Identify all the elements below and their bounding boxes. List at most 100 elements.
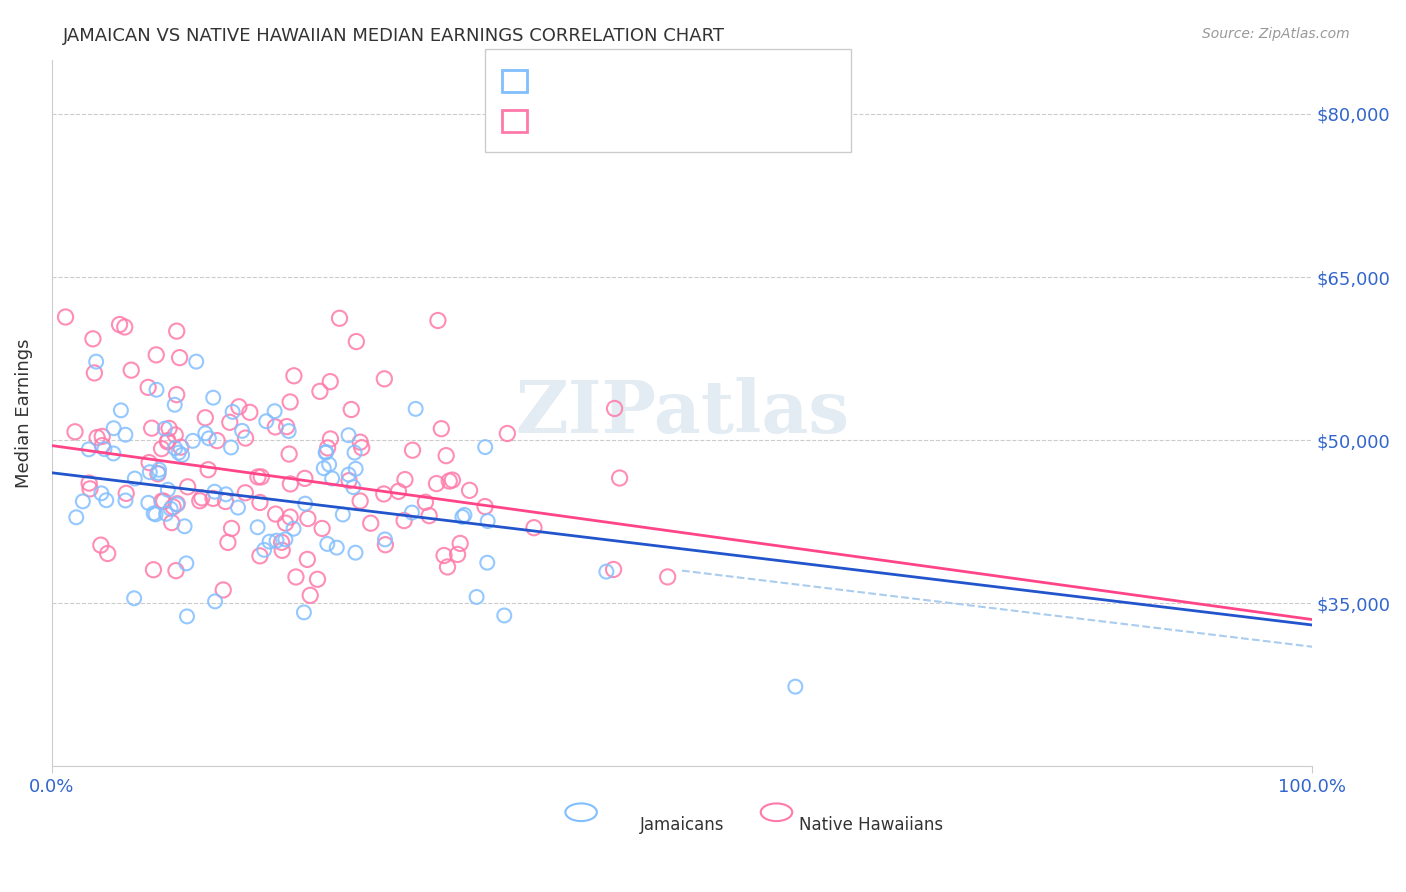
Point bbox=[110, 403, 132, 417]
Point bbox=[163, 398, 186, 412]
Point bbox=[449, 536, 471, 550]
Point bbox=[250, 470, 273, 484]
Point bbox=[392, 514, 415, 528]
Point bbox=[350, 441, 373, 455]
Point bbox=[477, 556, 499, 570]
Point bbox=[93, 442, 115, 456]
Point bbox=[204, 484, 226, 499]
Point bbox=[340, 402, 363, 417]
Point bbox=[212, 582, 235, 597]
Point bbox=[103, 446, 125, 460]
Point bbox=[142, 507, 165, 521]
Point bbox=[120, 363, 142, 377]
Point bbox=[318, 458, 340, 472]
Point bbox=[458, 483, 481, 498]
Point bbox=[785, 680, 807, 694]
Point bbox=[453, 508, 475, 522]
Point bbox=[374, 538, 396, 552]
Text: N = 113: N = 113 bbox=[692, 107, 766, 125]
Point bbox=[316, 537, 339, 551]
Point bbox=[280, 477, 302, 491]
Point bbox=[259, 534, 281, 549]
Point bbox=[96, 493, 118, 508]
Point bbox=[374, 533, 396, 547]
Point bbox=[292, 606, 315, 620]
Point bbox=[142, 563, 165, 577]
Point bbox=[114, 320, 136, 334]
Point bbox=[108, 318, 131, 332]
Point bbox=[401, 506, 423, 520]
Point bbox=[138, 456, 160, 470]
Point bbox=[277, 424, 299, 438]
Point bbox=[72, 494, 94, 508]
Point bbox=[141, 421, 163, 435]
Point bbox=[271, 543, 294, 558]
Point bbox=[496, 426, 519, 441]
Text: N =  82: N = 82 bbox=[692, 67, 759, 85]
Text: Jamaicans: Jamaicans bbox=[640, 816, 724, 834]
Point bbox=[439, 474, 461, 488]
Point bbox=[226, 500, 249, 515]
Point bbox=[297, 511, 319, 525]
Point bbox=[186, 354, 208, 368]
Point bbox=[434, 449, 457, 463]
Point bbox=[160, 516, 183, 530]
Y-axis label: Median Earnings: Median Earnings bbox=[15, 338, 32, 488]
Point bbox=[373, 487, 395, 501]
Point bbox=[523, 521, 546, 535]
Point bbox=[145, 508, 167, 522]
Point bbox=[146, 467, 169, 481]
Point bbox=[114, 427, 136, 442]
Point bbox=[215, 487, 238, 501]
Point bbox=[150, 494, 173, 508]
Point bbox=[264, 507, 287, 521]
Point bbox=[166, 387, 188, 401]
Point bbox=[233, 485, 256, 500]
Point bbox=[657, 570, 679, 584]
Point bbox=[433, 549, 456, 563]
Point bbox=[441, 473, 464, 487]
Point bbox=[603, 401, 626, 416]
Point bbox=[342, 480, 364, 494]
Text: Source: ZipAtlas.com: Source: ZipAtlas.com bbox=[1202, 27, 1350, 41]
Point bbox=[328, 311, 350, 326]
Point bbox=[349, 435, 371, 450]
Point bbox=[426, 313, 449, 327]
Point bbox=[246, 470, 269, 484]
Point bbox=[176, 480, 198, 494]
Point bbox=[148, 463, 170, 477]
Point bbox=[165, 564, 187, 578]
Point bbox=[166, 497, 188, 511]
Point bbox=[249, 549, 271, 563]
Point bbox=[170, 440, 193, 454]
Point bbox=[307, 572, 329, 586]
Point bbox=[136, 380, 159, 394]
Point bbox=[418, 508, 440, 523]
Point bbox=[139, 465, 162, 479]
Point bbox=[451, 510, 474, 524]
Point bbox=[176, 557, 198, 571]
Point bbox=[315, 445, 337, 459]
Point bbox=[194, 426, 217, 441]
Point bbox=[169, 351, 191, 365]
Point bbox=[84, 354, 107, 368]
Point bbox=[283, 368, 305, 383]
Point bbox=[278, 447, 301, 461]
Point bbox=[191, 491, 214, 505]
Point bbox=[90, 538, 112, 552]
Point bbox=[319, 432, 342, 446]
Point bbox=[231, 424, 253, 438]
Point bbox=[77, 476, 100, 491]
Point bbox=[283, 522, 305, 536]
Point bbox=[166, 324, 188, 338]
Point bbox=[202, 491, 225, 506]
Point bbox=[202, 391, 225, 405]
Point bbox=[103, 421, 125, 435]
Point bbox=[349, 494, 371, 508]
Point bbox=[278, 395, 301, 409]
Point bbox=[294, 471, 316, 485]
Point bbox=[274, 516, 297, 530]
Point bbox=[214, 494, 236, 508]
Point bbox=[153, 422, 176, 436]
Point bbox=[405, 401, 427, 416]
